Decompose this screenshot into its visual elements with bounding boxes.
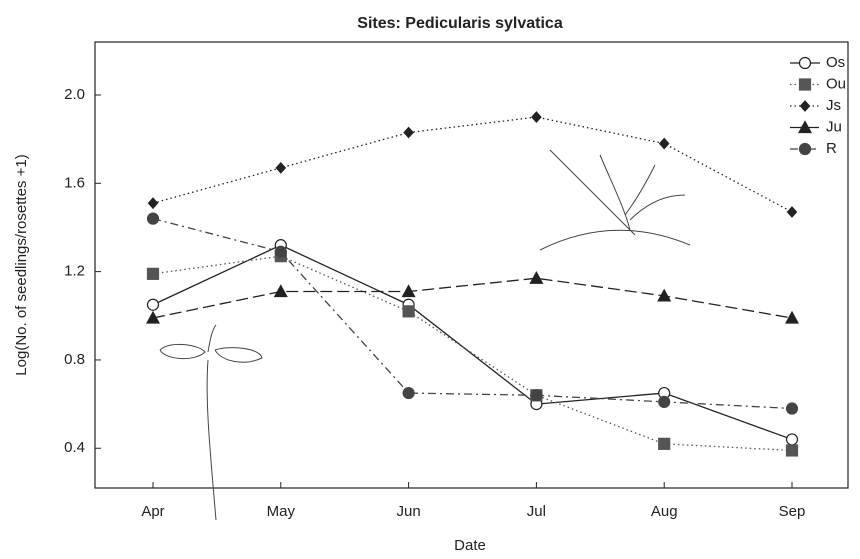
legend-label: Ju: [826, 118, 842, 135]
y-tick-label: 0.4: [64, 439, 85, 456]
legend-marker: [800, 144, 811, 155]
legend-label: Js: [826, 97, 841, 114]
chart: Sites: Pedicularis sylvatica Date Log(No…: [0, 0, 860, 559]
data-point: [275, 285, 287, 296]
data-point: [530, 272, 542, 283]
series-line: [153, 256, 792, 450]
y-axis-label: Log(No. of seedlings/rosettes +1): [13, 154, 30, 375]
data-point: [404, 128, 413, 138]
data-point: [276, 163, 285, 173]
data-point: [148, 268, 159, 279]
x-tick-label: Jul: [527, 503, 546, 520]
legend-label: Os: [826, 54, 845, 71]
data-point: [660, 139, 669, 149]
illustration: [540, 150, 690, 250]
data-point: [148, 299, 159, 310]
data-point: [531, 390, 542, 401]
x-tick-label: Jun: [397, 503, 421, 520]
x-tick-label: Sep: [779, 503, 806, 520]
legend-marker: [800, 58, 811, 69]
series-line: [153, 219, 792, 409]
illustration: [160, 325, 262, 520]
x-tick-label: May: [267, 503, 296, 520]
legend-marker: [800, 79, 811, 90]
x-tick-label: Aug: [651, 503, 678, 520]
series-line: [153, 278, 792, 318]
data-point: [787, 434, 798, 445]
data-point: [787, 445, 798, 456]
data-point: [659, 438, 670, 449]
data-point: [787, 403, 798, 414]
data-point: [788, 207, 797, 217]
data-point: [403, 306, 414, 317]
data-point: [275, 246, 286, 257]
series-line: [153, 117, 792, 212]
y-tick-label: 2.0: [64, 86, 85, 103]
series-line: [153, 245, 792, 439]
data-point: [149, 198, 158, 208]
data-point: [148, 213, 159, 224]
x-tick-label: Apr: [141, 503, 164, 520]
data-point: [403, 388, 414, 399]
legend-marker: [801, 101, 810, 111]
data-point: [659, 396, 670, 407]
y-tick-label: 0.8: [64, 351, 85, 368]
x-axis-label: Date: [454, 537, 486, 554]
y-tick-label: 1.2: [64, 263, 85, 280]
data-point: [532, 112, 541, 122]
legend-label: Ou: [826, 75, 846, 92]
legend-label: R: [826, 140, 837, 157]
chart-title: Sites: Pedicularis sylvatica: [357, 15, 563, 32]
data-point: [786, 312, 798, 323]
y-tick-label: 1.6: [64, 174, 85, 191]
